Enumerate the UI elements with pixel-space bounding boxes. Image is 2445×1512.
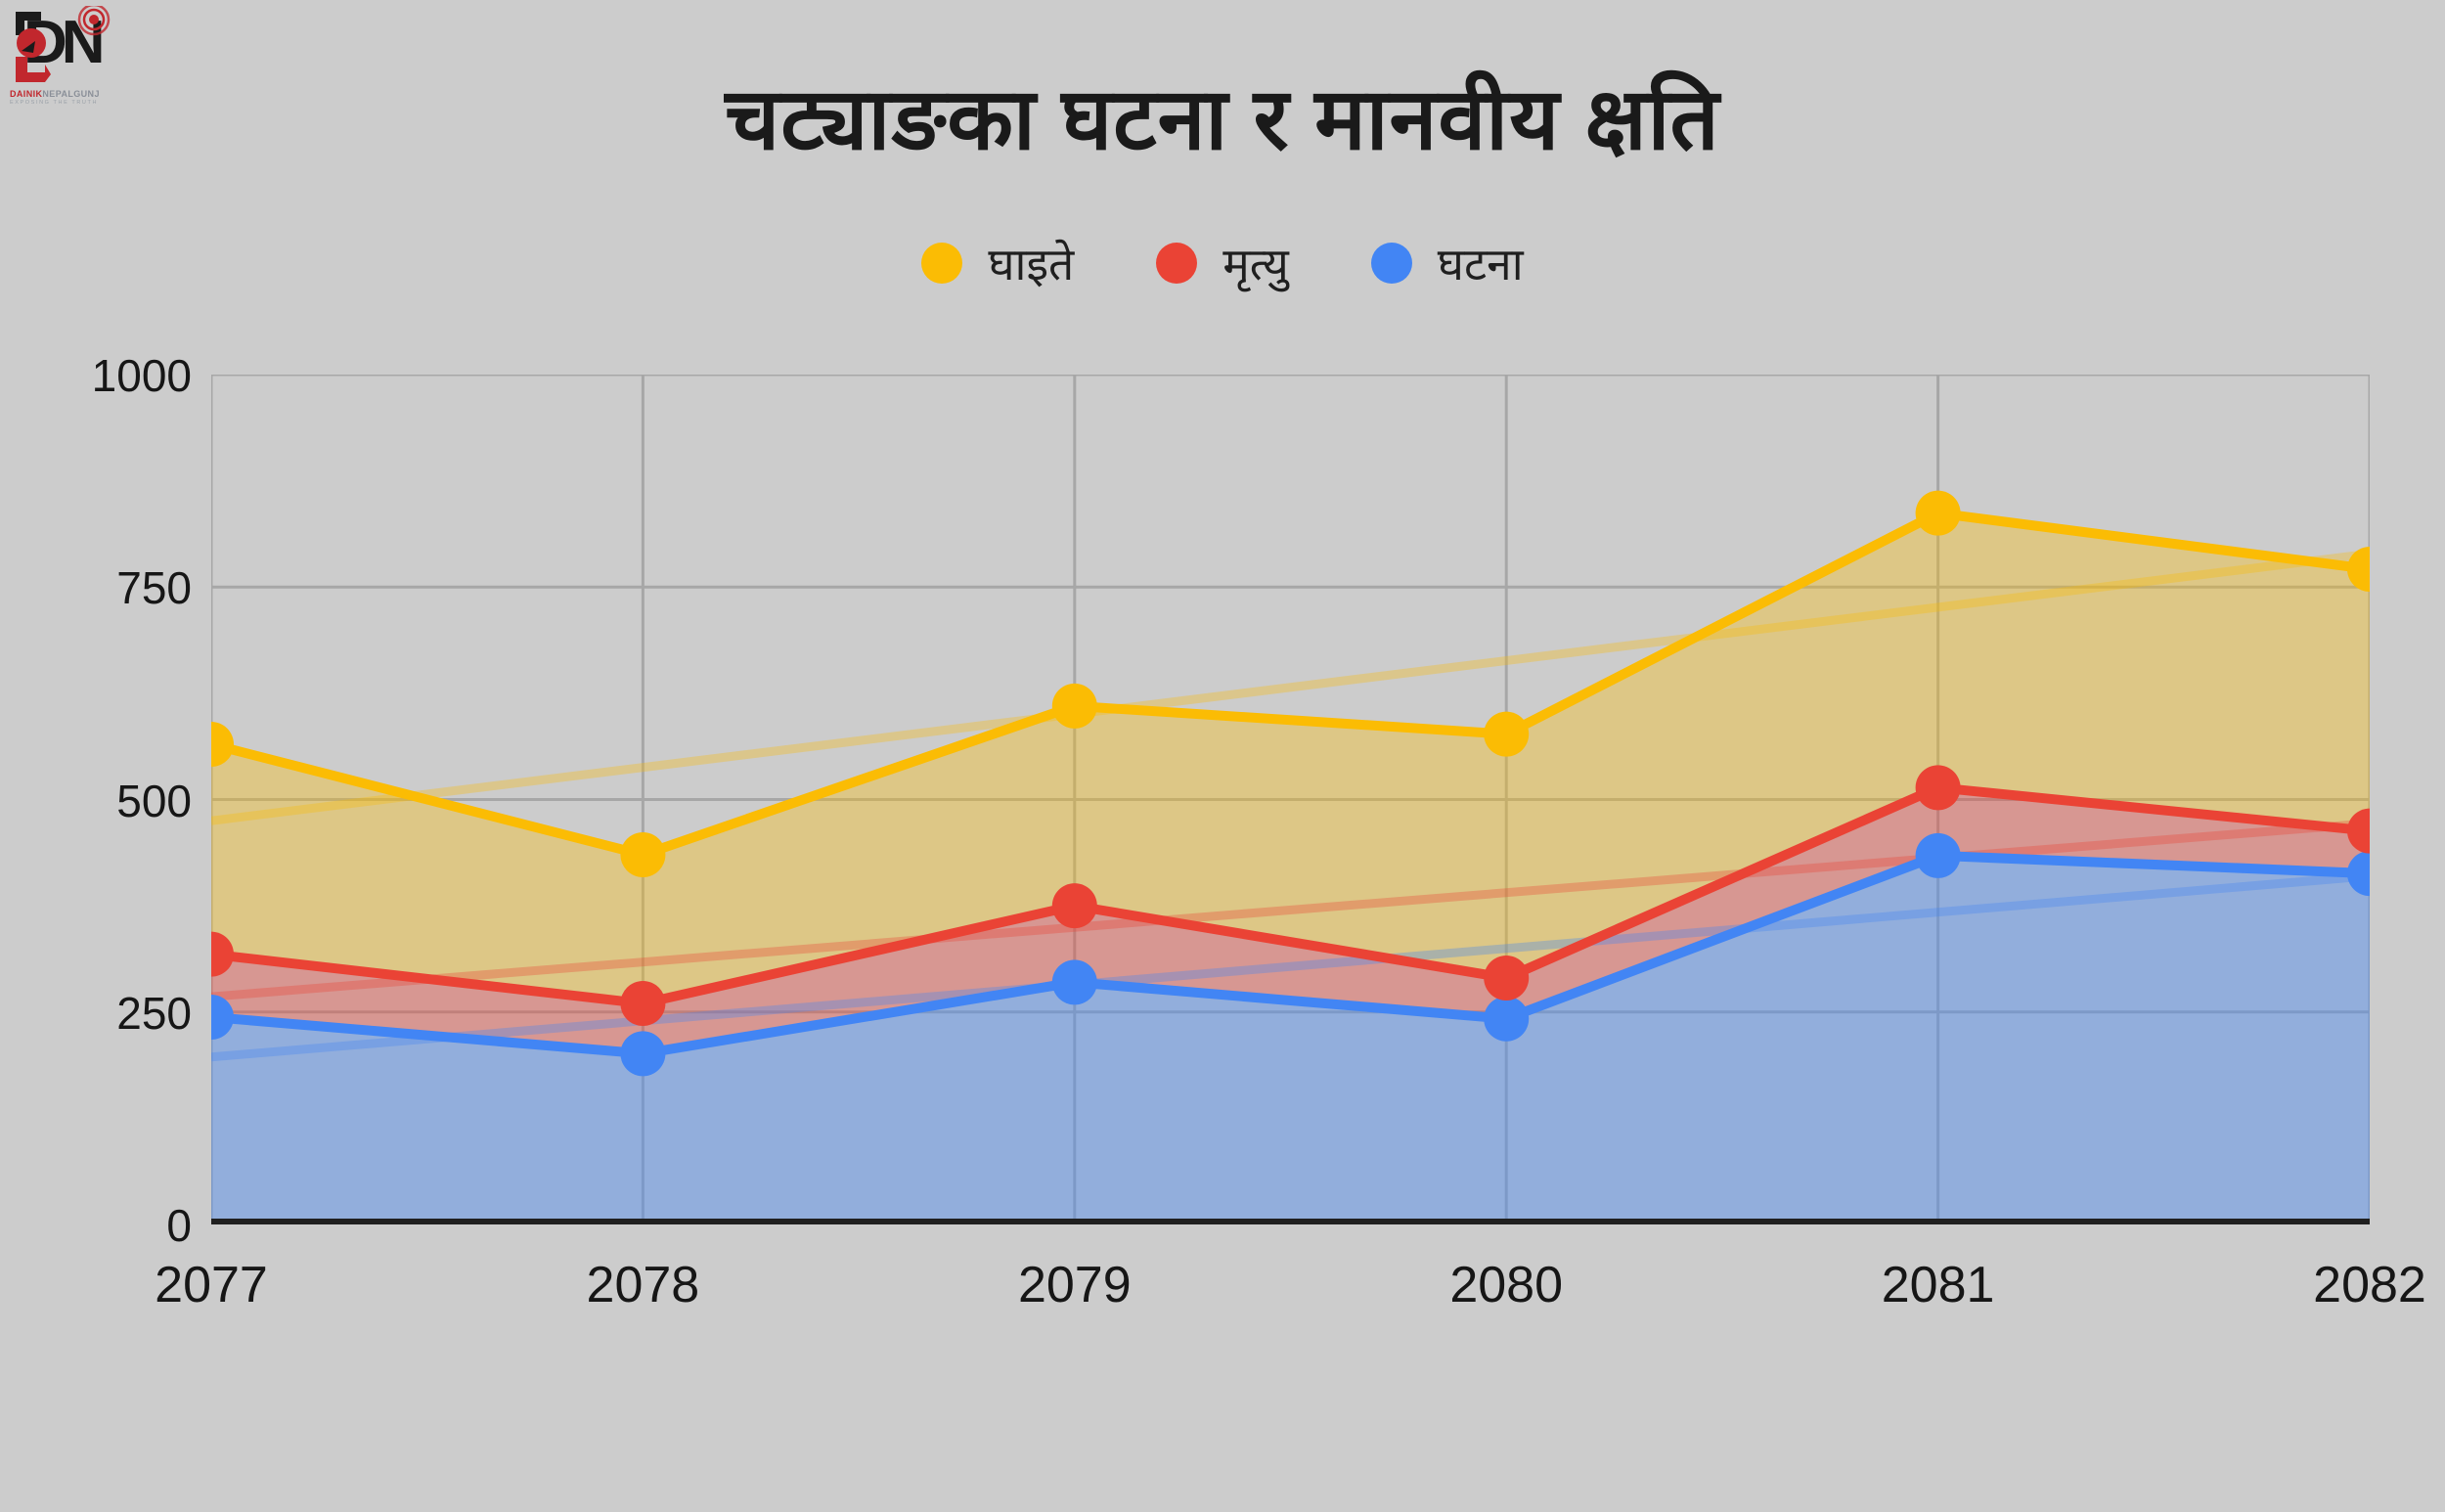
data-point	[620, 1031, 666, 1077]
area-band-1	[211, 512, 2370, 1004]
y-axis-label: 0	[166, 1200, 192, 1251]
chart-title: चट्याङका घटना र मानवीय क्षति	[725, 70, 1720, 167]
x-axis-label: 2078	[586, 1257, 700, 1313]
legend-label: मृत्यु	[1222, 239, 1289, 289]
logo-signal-dot	[89, 15, 99, 24]
trendline-1	[211, 549, 2370, 825]
data-point	[211, 722, 234, 768]
x-axis-label: 2079	[1017, 1257, 1132, 1313]
data-point	[211, 931, 234, 977]
logo-bracket-shape	[16, 12, 41, 35]
series-line-1	[211, 508, 2370, 860]
logo: DN DAINIKNEPALGUNJ EXPOSING THE TRUTH	[10, 3, 127, 106]
data-point	[211, 994, 234, 1040]
x-axis-label: 2077	[155, 1257, 268, 1313]
data-point	[1915, 765, 1961, 811]
logo-text-secondary: NEPALGUNJ	[42, 89, 100, 99]
y-axis-label: 750	[116, 562, 192, 614]
logo-globe	[17, 28, 46, 58]
x-axis-label: 2080	[1449, 1257, 1564, 1313]
data-point	[1051, 883, 1097, 929]
x-axis-label: 2082	[2313, 1257, 2426, 1313]
data-point	[2347, 851, 2370, 897]
data-point	[1484, 711, 1530, 757]
y-axis-label: 1000	[91, 350, 192, 401]
logo-cursor-arrow	[22, 41, 35, 53]
plot-area	[211, 375, 2370, 1224]
legend-dot-icon	[1370, 243, 1412, 284]
x-axis-label: 2081	[1881, 1257, 1995, 1313]
legend-dot-icon	[1156, 243, 1198, 284]
data-point	[1484, 996, 1530, 1042]
data-point	[620, 831, 666, 877]
series-line-2	[211, 782, 2370, 1009]
legend-item-2: मृत्यु	[1156, 233, 1289, 293]
data-point	[1484, 955, 1530, 1001]
area-band-3	[211, 855, 2370, 1224]
legend-label: घाइते	[988, 239, 1075, 289]
trendline-3	[211, 871, 2370, 1062]
data-point	[2347, 547, 2370, 592]
logo-signal-arc-inner	[82, 8, 106, 31]
series-line-3	[211, 850, 2370, 1059]
data-point	[620, 981, 666, 1027]
legend-dot-icon	[921, 243, 963, 284]
data-point	[1051, 683, 1097, 729]
y-axis-label: 250	[116, 987, 192, 1039]
logo-tagline: EXPOSING THE TRUTH	[10, 100, 99, 106]
legend-item-3: घटना	[1370, 233, 1524, 293]
chart-legend: घाइते मृत्यु घटना	[0, 233, 2445, 293]
logo-text-primary: DAINIK	[10, 89, 43, 99]
y-axis-label: 500	[116, 775, 192, 826]
legend-item-1: घाइते	[921, 233, 1074, 293]
data-point	[1051, 959, 1097, 1005]
data-point	[1915, 490, 1961, 536]
data-point	[2347, 808, 2370, 854]
trendline-2	[211, 819, 2370, 1001]
data-point	[1915, 832, 1961, 878]
area-band-2	[211, 787, 2370, 1054]
logo-red-swoosh	[16, 57, 51, 82]
legend-label: घटना	[1437, 239, 1524, 289]
logo-wordmark: DAINIKNEPALGUNJ	[10, 89, 127, 99]
logo-mark: DN	[16, 3, 111, 82]
